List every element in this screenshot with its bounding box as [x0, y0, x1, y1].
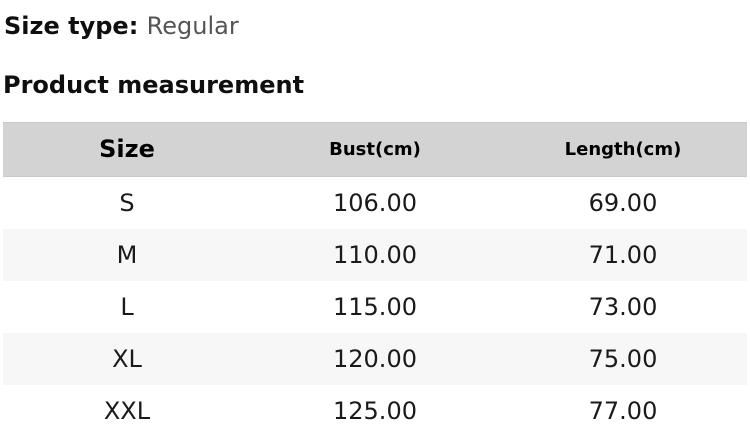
cell-size: XL: [112, 344, 142, 373]
table-header: Size Bust(cm) Length(cm): [3, 121, 747, 177]
cell-length: 77.00: [588, 396, 658, 425]
table-row-m: M 110.00 71.00: [3, 228, 747, 281]
cell-length: 75.00: [588, 344, 658, 373]
table-row-xxl: XXL 125.00 77.00: [3, 385, 747, 434]
table-row-xl: XL 120.00 75.00: [3, 332, 747, 385]
cell-bust: 125.00: [333, 396, 417, 425]
cell-size: S: [119, 188, 135, 217]
cell-bust: 106.00: [333, 188, 417, 217]
cell-bust: 120.00: [333, 344, 417, 373]
cell-size: M: [116, 240, 138, 269]
table-row-l: L 115.00 73.00: [3, 281, 747, 333]
table-body: S 106.00 69.00 M 110.00 71.00 L 115.00 7…: [3, 176, 747, 434]
col-header-length: Length(cm): [499, 121, 747, 177]
col-header-bust: Bust(cm): [251, 121, 499, 177]
cell-bust: 110.00: [333, 240, 417, 269]
cell-size: L: [120, 292, 134, 321]
col-header-size: Size: [3, 121, 251, 177]
cell-length: 69.00: [588, 188, 658, 217]
size-type-line: Size type: Regular: [4, 12, 750, 41]
header-row: Size Bust(cm) Length(cm): [3, 121, 747, 177]
cell-size: XXL: [103, 396, 151, 425]
size-type-label: Size type:: [4, 12, 139, 40]
cell-length: 73.00: [588, 292, 658, 321]
size-type-value: Regular: [146, 12, 239, 40]
cell-length: 71.00: [588, 240, 658, 269]
section-title: Product measurement: [3, 70, 305, 99]
cell-bust: 115.00: [333, 292, 417, 321]
measurement-table: Size Bust(cm) Length(cm) S 106.00 69.00 …: [3, 121, 747, 434]
table-row-s: S 106.00 69.00: [3, 176, 747, 229]
